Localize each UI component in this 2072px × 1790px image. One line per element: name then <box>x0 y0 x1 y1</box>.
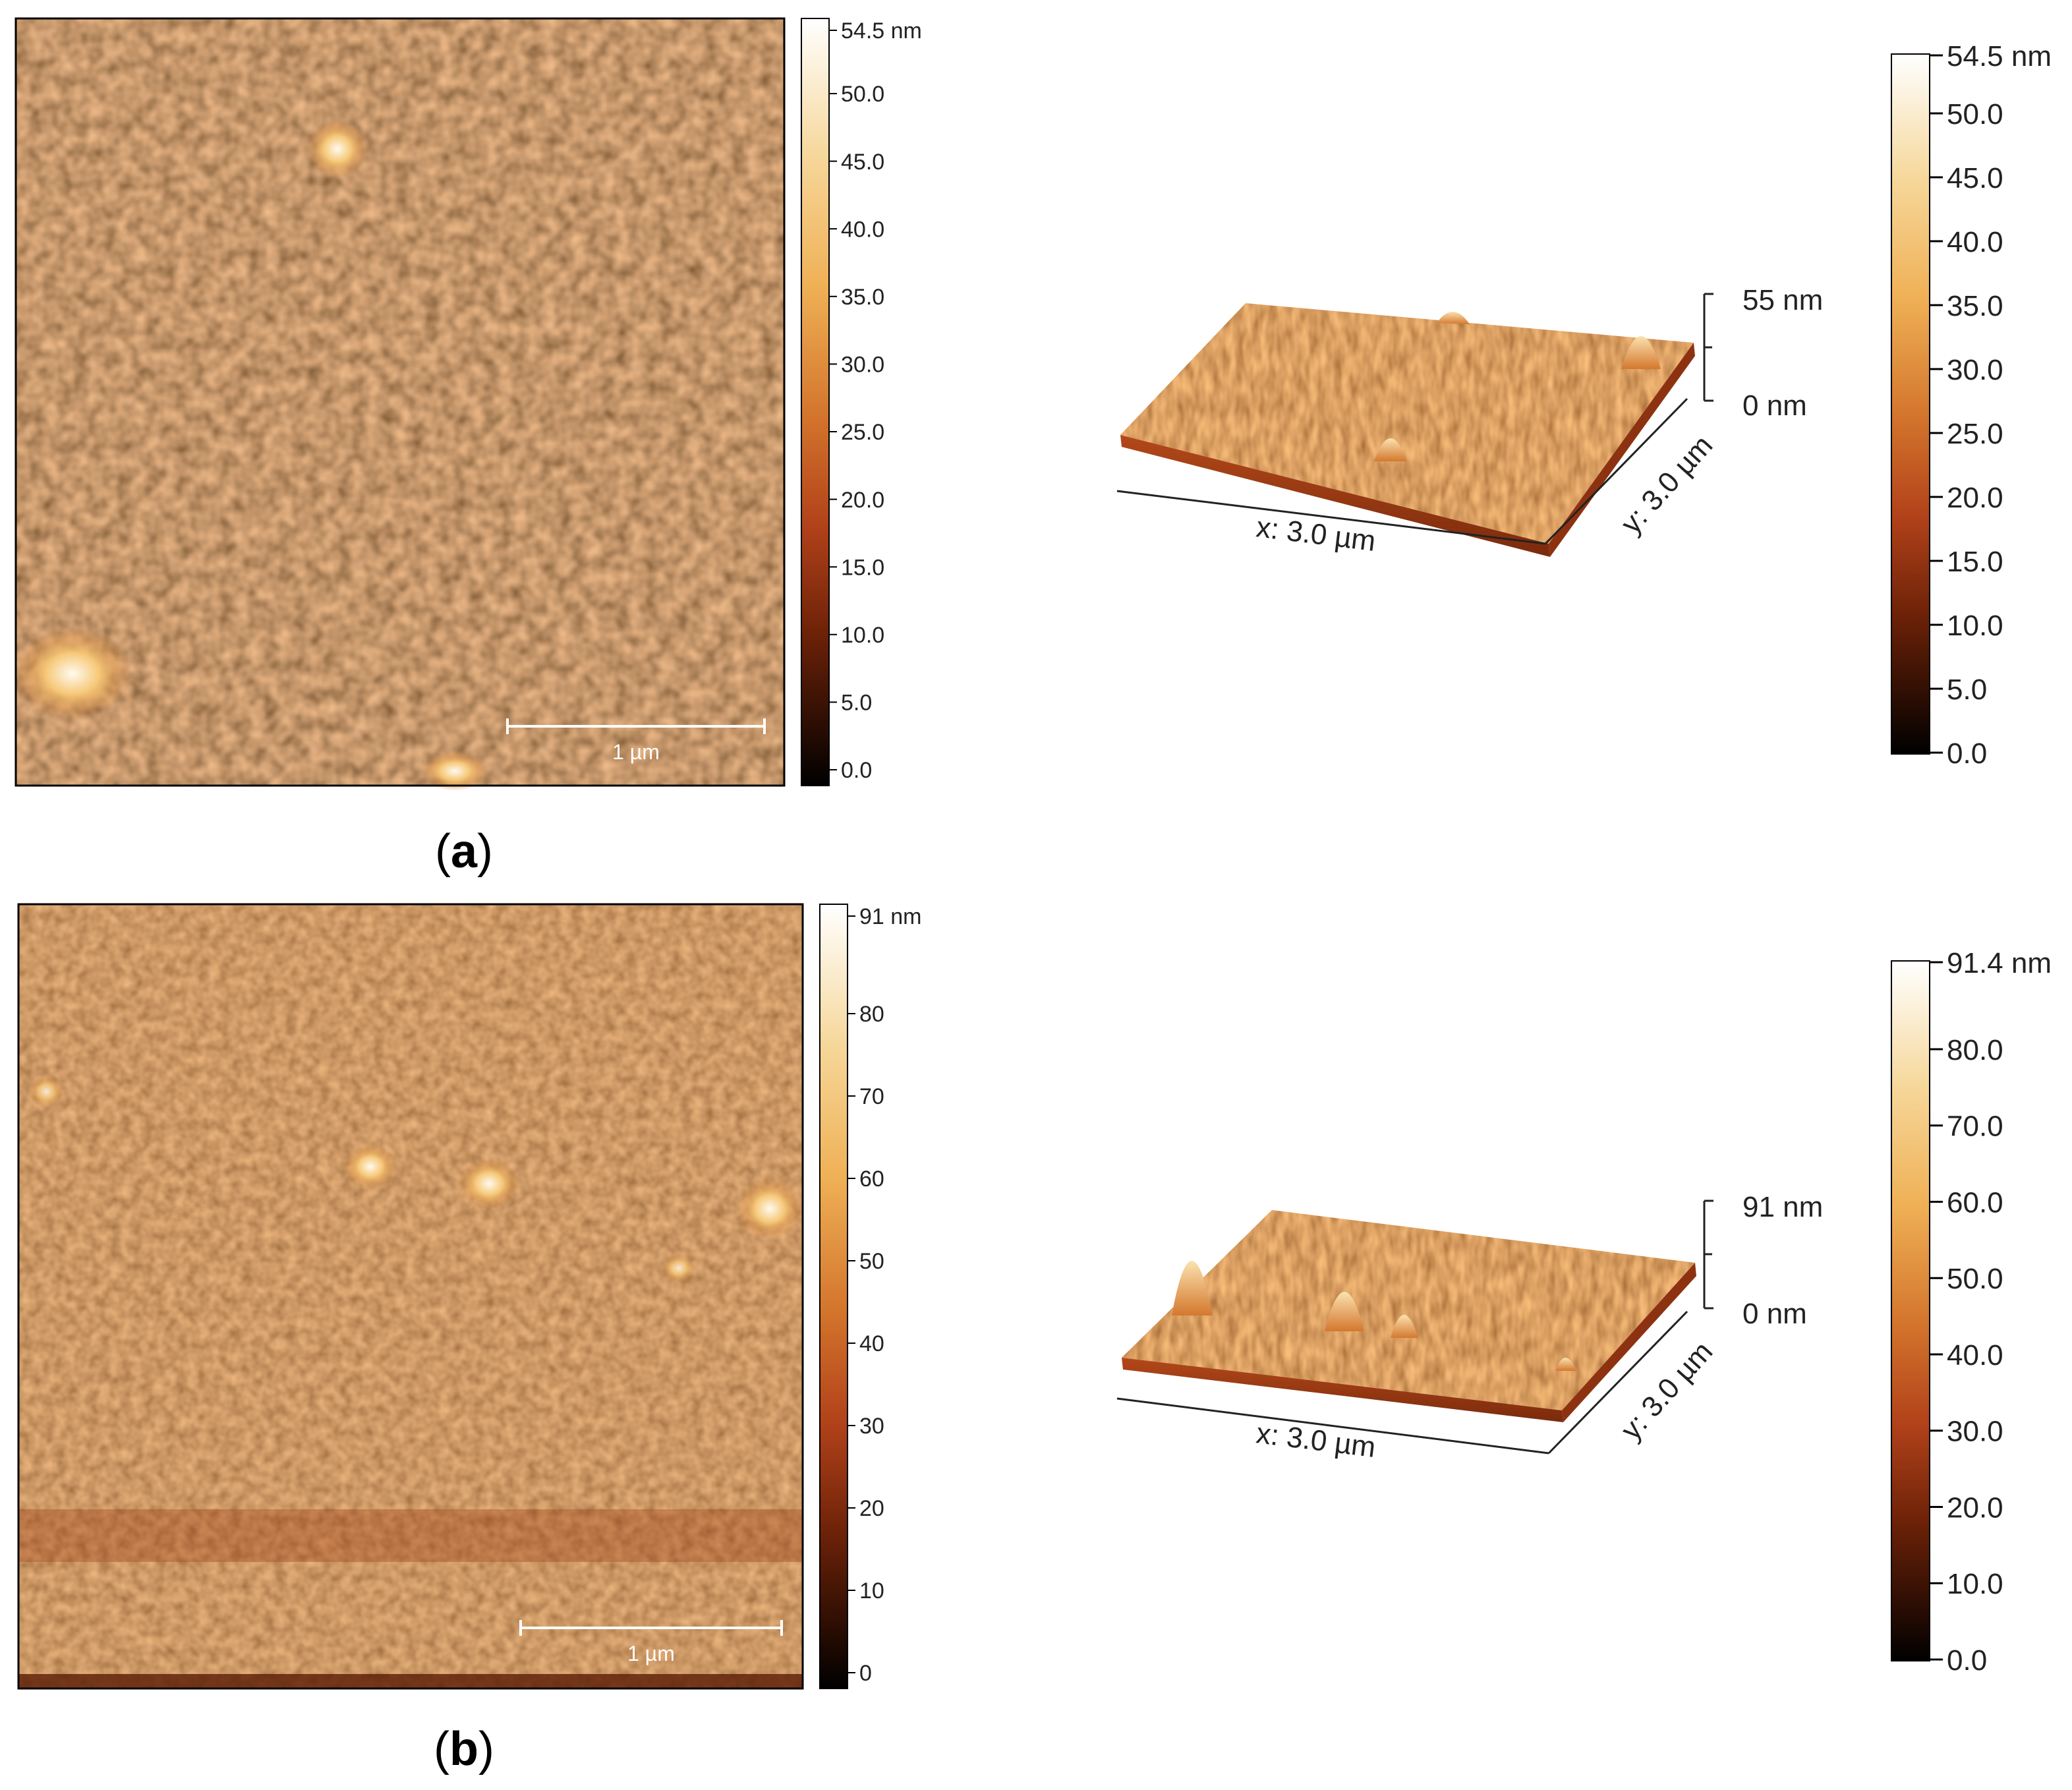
afm-map-a-particle <box>307 120 368 178</box>
surface3d-b: x: 3.0 µm y: 3.0 µm 91 nm 0 nm <box>1116 1191 1823 1464</box>
surface3d-b-front <box>1122 1358 1563 1422</box>
afm-map-a-scale-bar: 1 µm <box>506 718 766 764</box>
surface3d-b-side <box>1562 1263 1696 1422</box>
colorbar-tick-label: 70 <box>859 1084 884 1109</box>
colorbar-tick-label: 40.0 <box>1947 226 2003 258</box>
caption-a: (a) <box>435 825 493 878</box>
surface3d-a-peak <box>1437 311 1470 324</box>
colorbar-tick-label: 91 nm <box>859 904 922 929</box>
surface3d-b-x-label: x: 3.0 µm <box>1255 1417 1377 1464</box>
afm-map-a: 1 µm <box>13 17 786 791</box>
caption-b: (b) <box>434 1723 494 1776</box>
colorbar-tick-label: 20.0 <box>1947 482 2003 514</box>
surface3d-a-peak <box>1621 336 1661 369</box>
colorbar-tick-label: 50 <box>859 1249 884 1274</box>
surface3d-b-colorbar: 91.4 nm 80.0 70.0 60.0 50.0 40.0 30.0 20.0 10.0 0… <box>1891 947 2052 1677</box>
afm-map-a-particle <box>13 627 132 720</box>
colorbar-tick-label: 70.0 <box>1947 1111 2003 1143</box>
afm-map-a-particle <box>422 751 488 791</box>
afm-map-b-image <box>18 904 803 1689</box>
colorbar-tick-label: 60.0 <box>1947 1186 2003 1219</box>
colorbar-tick-label: 40 <box>859 1331 884 1356</box>
colorbar-tick-label: 30.0 <box>1947 354 2003 386</box>
surface3d-b-y-axis <box>1547 1310 1688 1455</box>
afm-map-a-scale-label: 1 µm <box>612 740 660 764</box>
colorbar-tick-label: 45.0 <box>841 150 884 175</box>
colorbar-tick-label: 5.0 <box>841 691 872 716</box>
colorbar-tick-label: 40.0 <box>1947 1339 2003 1371</box>
surface3d-a-z-bottom: 0 nm <box>1742 390 1807 422</box>
colorbar-tick-label: 0.0 <box>1947 737 1987 770</box>
colorbar-tick-label: 15.0 <box>1947 546 2003 578</box>
colorbar-tick-label: 30 <box>859 1414 884 1439</box>
afm-map-b-particle <box>344 1144 397 1189</box>
surface3d-a-y-label: y: 3.0 µm <box>1615 429 1719 540</box>
surface3d-a-z-top: 55 nm <box>1742 284 1823 316</box>
surface3d-a-x-label: x: 3.0 µm <box>1255 511 1377 558</box>
colorbar-tick-label: 91.4 nm <box>1947 947 2052 979</box>
surface3d-b-x-axis <box>1116 1397 1549 1455</box>
afm-map-a-image <box>16 18 784 786</box>
colorbar-tick-label: 80.0 <box>1947 1034 2003 1066</box>
surface3d-b-z-axis: 91 nm 0 nm <box>1703 1191 1823 1330</box>
surface3d-b-peak <box>1325 1292 1364 1331</box>
colorbar-tick-label: 5.0 <box>1947 674 1987 706</box>
colorbar-tick-label: 10.0 <box>1947 1568 2003 1600</box>
colorbar-tick-label: 20.0 <box>1947 1491 2003 1524</box>
afm-map-b-scale-label: 1 µm <box>627 1642 675 1665</box>
surface3d-a-peak <box>1374 438 1407 461</box>
surface3d-a-colorbar: 54.5 nm 50.0 45.0 40.0 35.0 30.0 25.0 20.0 15.0 1… <box>1891 40 2052 770</box>
colorbar-tick-label: 30.0 <box>841 353 884 378</box>
surface3d-a: x: 3.0 µm y: 3.0 µm 55 nm 0 nm <box>1116 284 1823 558</box>
surface3d-b-z-bottom: 0 nm <box>1742 1298 1807 1330</box>
surface3d-a-top <box>1120 303 1694 544</box>
colorbar-tick-label: 54.5 nm <box>841 18 922 43</box>
colorbar-tick-label: 25.0 <box>1947 418 2003 450</box>
afm-map-b-particle <box>663 1254 695 1283</box>
colorbar-tick-label: 0.0 <box>1947 1644 1987 1677</box>
surface3d-a-y-axis <box>1544 397 1688 545</box>
surface3d-a-front <box>1120 435 1550 557</box>
colorbar-tick-label: 45.0 <box>1947 162 2003 194</box>
surface3d-a-z-axis: 55 nm 0 nm <box>1703 284 1823 422</box>
afm-map-b: 1 µm <box>17 903 804 1690</box>
surface3d-b-peak <box>1172 1261 1213 1315</box>
colorbar-tick-label: 0.0 <box>841 758 872 783</box>
colorbar-tick-label: 10 <box>859 1578 884 1603</box>
surface3d-a-x-axis <box>1116 490 1546 545</box>
surface3d-b-z-top: 91 nm <box>1742 1191 1823 1223</box>
afm-map-b-particle <box>29 1076 63 1107</box>
colorbar-tick-label: 25.0 <box>841 420 884 445</box>
colorbar-tick-label: 15.0 <box>841 555 884 580</box>
colorbar-tick-label: 35.0 <box>1947 290 2003 322</box>
colorbar-tick-label: 50.0 <box>1947 98 2003 130</box>
afm-map-b-scale-bar: 1 µm <box>519 1620 783 1665</box>
colorbar-tick-label: 30.0 <box>1947 1416 2003 1448</box>
afm-map-b-particle <box>737 1178 803 1239</box>
colorbar-tick-label: 0 <box>859 1661 872 1686</box>
surface3d-b-y-label: y: 3.0 µm <box>1615 1335 1719 1446</box>
colorbar-tick-label: 54.5 nm <box>1947 40 2052 72</box>
colorbar-tick-label: 10.0 <box>1947 610 2003 642</box>
colorbar-tick-label: 50.0 <box>841 82 884 107</box>
afm-map-a-colorbar: 54.5 nm 50.0 45.0 40.0 35.0 30.0 25.0 20.0 15.0 1… <box>801 18 922 786</box>
colorbar-tick-label: 60 <box>859 1167 884 1192</box>
colorbar-tick-label: 20.0 <box>841 488 884 513</box>
colorbar-tick-label: 20 <box>859 1496 884 1521</box>
colorbar-tick-label: 40.0 <box>841 217 884 242</box>
surface3d-b-top <box>1122 1210 1695 1410</box>
surface3d-b-peak <box>1391 1315 1418 1338</box>
colorbar-tick-label: 35.0 <box>841 285 884 310</box>
afm-map-b-colorbar: 91 nm 80 70 60 50 40 30 20 10 0 <box>819 904 922 1689</box>
colorbar-tick-label: 80 <box>859 1002 884 1027</box>
surface3d-b-peak <box>1555 1358 1576 1371</box>
colorbar-tick-label: 10.0 <box>841 623 884 648</box>
afm-map-b-particle <box>459 1159 519 1209</box>
colorbar-tick-label: 50.0 <box>1947 1263 2003 1295</box>
